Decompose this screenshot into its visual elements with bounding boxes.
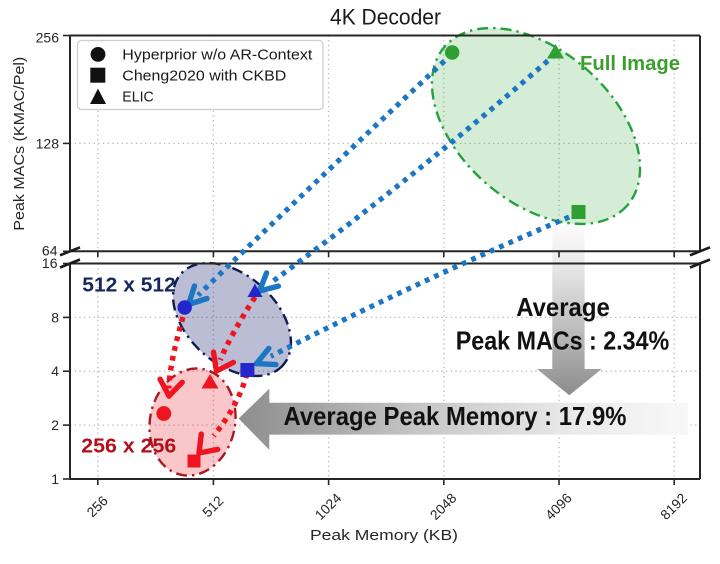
svg-text:16: 16 <box>42 255 58 271</box>
svg-text:Average Peak Memory : 17.9%: Average Peak Memory : 17.9% <box>284 401 627 431</box>
svg-text:8: 8 <box>51 309 59 325</box>
svg-text:256 x 256: 256 x 256 <box>81 435 176 457</box>
svg-text:Peak MACs (KMAC/Pel): Peak MACs (KMAC/Pel) <box>11 57 28 231</box>
svg-text:Peak Memory (KB): Peak Memory (KB) <box>310 527 458 544</box>
svg-text:Average: Average <box>516 292 610 322</box>
svg-text:Full Image: Full Image <box>580 52 680 75</box>
svg-text:1: 1 <box>51 471 59 487</box>
svg-text:512 x 512: 512 x 512 <box>82 274 176 296</box>
svg-text:4K Decoder: 4K Decoder <box>330 5 441 30</box>
svg-text:2: 2 <box>51 417 59 433</box>
svg-text:ELIC: ELIC <box>122 89 154 106</box>
svg-text:128: 128 <box>36 135 60 151</box>
svg-text:Hyperprior w/o AR-Context: Hyperprior w/o AR-Context <box>122 46 313 63</box>
svg-text:256: 256 <box>36 30 60 46</box>
svg-text:Cheng2020 with CKBD: Cheng2020 with CKBD <box>122 67 286 84</box>
svg-text:64: 64 <box>42 242 58 258</box>
svg-text:4: 4 <box>51 363 59 379</box>
svg-text:Peak MACs : 2.34%: Peak MACs : 2.34% <box>456 326 670 356</box>
